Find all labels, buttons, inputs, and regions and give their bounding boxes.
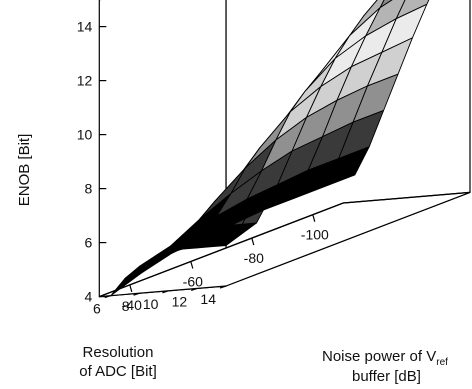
surface-plot — [110, 0, 430, 297]
y-tick-mark — [251, 237, 255, 246]
z-tick-label: 14 — [77, 19, 93, 35]
x-tick-label: 14 — [200, 291, 216, 307]
y-tick-mark — [129, 284, 133, 293]
y-axis-label-subscript: ref — [436, 357, 448, 368]
box-front-edges — [99, 191, 471, 298]
y-axis-label-line2: buffer [dB] — [352, 368, 421, 385]
x-axis-label-line1: Resolution — [83, 344, 154, 361]
y-tick-label: -80 — [244, 250, 264, 266]
x-tick-label: 6 — [93, 301, 101, 317]
x-tick-mark — [133, 292, 140, 296]
z-tick-label: 6 — [85, 235, 93, 251]
y-tick-mark — [190, 261, 194, 269]
x-tick-mark — [162, 290, 169, 294]
x-tick-label: 8 — [122, 298, 130, 314]
y-axis-label-main: Noise power of V — [322, 348, 436, 365]
x-tick-label: 12 — [172, 293, 188, 309]
y-tick-label: -100 — [301, 227, 329, 243]
z-tick-label: 12 — [77, 73, 93, 89]
y-axis-label-line1: Noise power of Vref — [322, 348, 448, 368]
z-tick-label: 10 — [77, 127, 93, 143]
box-edge-front-right — [343, 191, 471, 204]
box-edge-front-left — [99, 202, 344, 298]
x-tick-mark — [191, 287, 198, 291]
z-tick-label: 4 — [85, 289, 93, 305]
y-tick-label: -60 — [183, 274, 203, 290]
surface-cell — [323, 146, 370, 188]
z-tick-label: 8 — [85, 181, 93, 197]
y-tick-mark — [312, 214, 316, 222]
x-tick-mark — [104, 295, 111, 299]
y-tick-label: -40 — [122, 297, 142, 313]
x-tick-label: 10 — [143, 296, 159, 312]
x-axis-label-line2: of ADC [Bit] — [79, 363, 157, 380]
x-tick-mark — [219, 285, 227, 289]
z-axis-label: ENOB [Bit] — [16, 134, 33, 207]
